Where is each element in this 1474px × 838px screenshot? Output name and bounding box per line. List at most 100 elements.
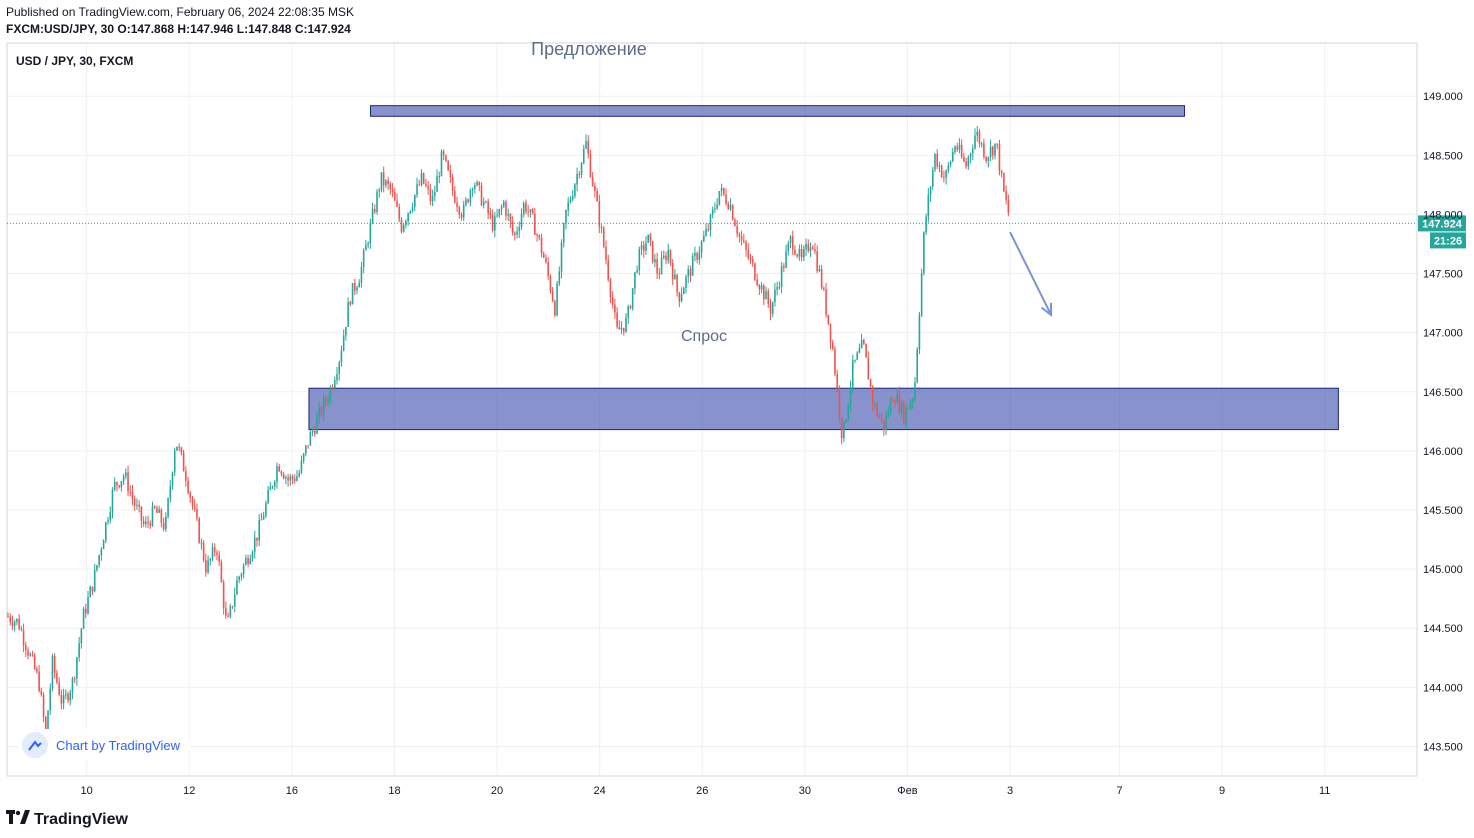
candle-body [340, 350, 343, 363]
candle-body [702, 235, 705, 242]
candle-body [920, 273, 923, 316]
candle-body [676, 274, 678, 293]
candle-body [934, 153, 936, 170]
candle-body [887, 413, 890, 416]
chart-frame [6, 42, 1418, 777]
candle-body [547, 262, 549, 276]
candle-body [427, 186, 429, 189]
candle-body [253, 537, 256, 553]
candle-body [905, 408, 907, 424]
candle-body [9, 616, 12, 622]
price-tick-label: 146.500 [1423, 387, 1463, 399]
candle-body [569, 199, 572, 202]
candle-body [760, 285, 763, 290]
candle-body [736, 226, 738, 234]
candle-body [954, 146, 956, 152]
candle-body [165, 516, 167, 530]
candle-body [765, 291, 767, 300]
candle-body [333, 380, 336, 388]
candle-body [929, 187, 932, 195]
candle-body [278, 466, 281, 472]
candle-body [667, 249, 670, 261]
candle-body [116, 481, 118, 486]
candle-body [558, 271, 561, 285]
time-tick-label: 18 [388, 785, 400, 797]
candle-body [698, 252, 701, 260]
candle-body [371, 209, 374, 223]
candle-body [800, 248, 803, 258]
price-tick-label: 149.000 [1423, 91, 1463, 103]
candle-body [325, 398, 327, 402]
price-tick-label: 148.500 [1423, 150, 1463, 162]
candle-body [280, 471, 283, 475]
candle-body [665, 255, 667, 261]
candle-body [498, 209, 501, 216]
price-tick-label: 143.500 [1423, 741, 1463, 753]
candle-body [814, 249, 816, 252]
candle-body [682, 287, 685, 294]
candle-body [731, 205, 734, 220]
supply-zone-label: Предложение [531, 39, 647, 59]
candle-body [705, 228, 707, 236]
chart-by-tradingview-badge[interactable]: Chart by TradingView [18, 729, 191, 761]
candle-body [825, 289, 827, 315]
ohlc-header: FXCM:USD/JPY, 30 O:147.868 H:147.946 L:1… [6, 22, 351, 36]
candle-body [774, 289, 776, 303]
candle-body [625, 317, 627, 332]
candle-body [140, 506, 143, 521]
candle-body [496, 215, 498, 217]
candle-body [40, 691, 43, 696]
candle-body [178, 446, 180, 448]
candle-body [620, 327, 623, 330]
candle-body [636, 270, 638, 273]
projection-arrow-head [1041, 302, 1053, 317]
candle-body [820, 269, 823, 288]
candle-body [76, 657, 78, 679]
candle-body [20, 629, 23, 631]
candle-body [256, 537, 258, 541]
candle-body [718, 191, 721, 205]
candle-body [373, 209, 376, 212]
candle-body [700, 241, 703, 253]
candle-body [611, 296, 614, 305]
candle-body [167, 498, 169, 517]
footer-brand[interactable]: TradingView [6, 810, 128, 829]
candle-body [831, 342, 834, 349]
candle-body [285, 477, 287, 479]
candle-body [447, 160, 449, 171]
candle-body [878, 415, 881, 418]
candle-body [605, 246, 607, 260]
candle-body [251, 552, 254, 559]
candle-body [87, 597, 89, 614]
candle-body [260, 519, 263, 521]
tradingview-logo-icon [6, 810, 30, 829]
candle-body [714, 208, 716, 210]
last-price-label: 147.924 [1422, 218, 1463, 230]
candle-body [129, 491, 132, 493]
candle-body [438, 176, 441, 178]
candle-body [327, 400, 329, 402]
symbol-label: USD / JPY, 30, FXCM [16, 54, 133, 68]
candle-body [723, 187, 725, 195]
annotation-layer: 147.924 21:26 [7, 215, 1466, 317]
candle-body [943, 177, 945, 179]
candle-body [811, 247, 814, 250]
time-tick-label: 26 [696, 785, 708, 797]
candle-body [507, 213, 509, 216]
candle-body [540, 237, 543, 254]
candle-body [505, 201, 507, 216]
candle-body [725, 194, 727, 204]
candle-body [827, 314, 830, 324]
candle-body [716, 204, 718, 209]
candle-body [182, 452, 185, 472]
candle-body [62, 695, 65, 704]
candle-body [29, 653, 32, 656]
candle-body [58, 682, 60, 695]
candle-body [169, 486, 172, 499]
candle-body [909, 402, 912, 409]
candle-body [622, 327, 625, 332]
candle-body [596, 190, 598, 202]
countdown-badge [1430, 232, 1466, 249]
candle-body [180, 447, 183, 453]
